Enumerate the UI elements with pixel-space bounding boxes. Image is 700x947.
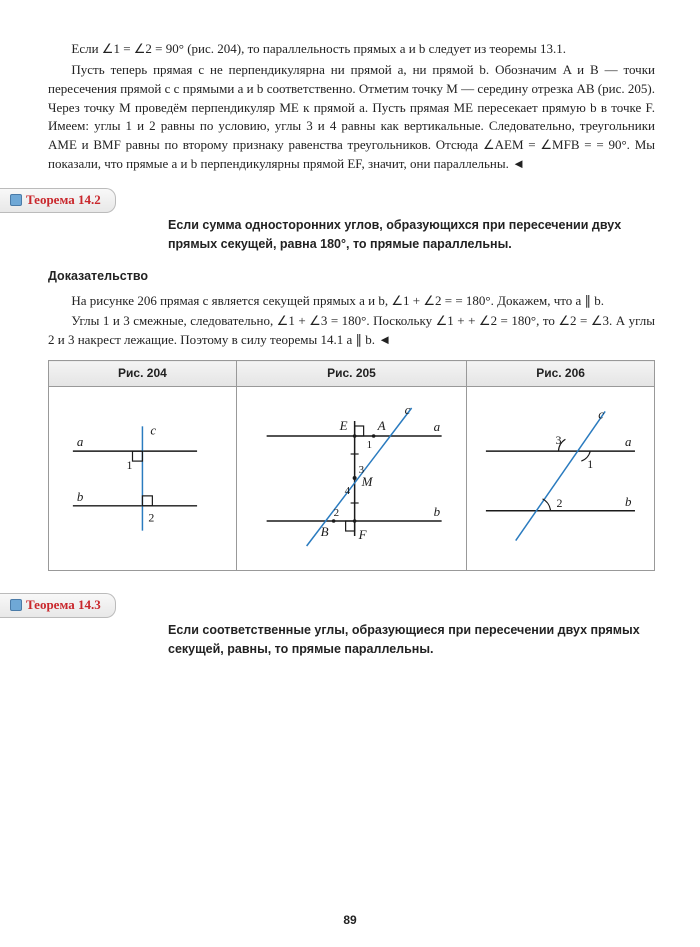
svg-text:b: b: [625, 494, 632, 509]
fig-205-diagram: a b c A B E F M 1 2 3 4: [241, 396, 462, 556]
svg-text:c: c: [598, 406, 604, 421]
theorem-14-3-tab: Теорема 14.3: [0, 593, 655, 615]
theorem-14-2-tab: Теорема 14.2: [0, 188, 655, 210]
page: Если ∠1 = ∠2 = 90° (рис. 204), то паралл…: [0, 0, 700, 947]
theorem-label-text: Теорема 14.3: [26, 597, 101, 612]
svg-text:F: F: [357, 527, 367, 542]
svg-text:a: a: [77, 434, 83, 449]
svg-text:c: c: [150, 422, 156, 437]
svg-text:M: M: [360, 474, 373, 489]
svg-text:c: c: [404, 402, 410, 417]
paragraph-4: Углы 1 и 3 смежные, следовательно, ∠1 + …: [48, 312, 655, 350]
svg-text:2: 2: [557, 496, 563, 510]
svg-text:1: 1: [366, 439, 372, 451]
svg-text:2: 2: [148, 511, 154, 525]
paragraph-3: На рисунке 206 прямая c является секущей…: [48, 292, 655, 311]
theorem-14-3-label: Теорема 14.3: [0, 593, 116, 618]
theorem-14-2-body: Если сумма односторонних углов, образующ…: [168, 216, 655, 254]
svg-text:A: A: [376, 418, 385, 433]
proof-heading: Доказательство: [48, 267, 655, 285]
svg-text:a: a: [433, 419, 440, 434]
paragraph-2: Пусть теперь прямая c не перпендикулярна…: [48, 61, 655, 174]
svg-text:b: b: [433, 504, 440, 519]
fig-204-header: Рис. 204: [49, 361, 237, 387]
svg-text:3: 3: [556, 433, 562, 447]
svg-text:1: 1: [127, 458, 133, 472]
svg-text:E: E: [338, 418, 347, 433]
fig-204-cell: a b c 1 2: [49, 387, 237, 571]
fig-206-cell: a b c 1 2 3: [467, 387, 655, 571]
fig-206-diagram: a b c 1 2 3: [471, 396, 650, 556]
theorem-14-2-label: Теорема 14.2: [0, 188, 116, 213]
figure-table: Рис. 204 Рис. 205 Рис. 206 a: [48, 360, 655, 571]
fig-205-cell: a b c A B E F M 1 2 3 4: [236, 387, 466, 571]
page-number: 89: [0, 912, 700, 929]
bookmark-icon: [10, 194, 22, 206]
theorem-14-3-body: Если соответственные углы, образующиеся …: [168, 621, 655, 659]
svg-text:a: a: [625, 434, 631, 449]
svg-text:2: 2: [333, 507, 339, 519]
paragraph-1: Если ∠1 = ∠2 = 90° (рис. 204), то паралл…: [48, 40, 655, 59]
fig-204-diagram: a b c 1 2: [53, 396, 232, 556]
fig-206-header: Рис. 206: [467, 361, 655, 387]
svg-text:B: B: [320, 524, 328, 539]
bookmark-icon: [10, 599, 22, 611]
fig-205-header: Рис. 205: [236, 361, 466, 387]
svg-text:1: 1: [587, 457, 593, 471]
svg-text:4: 4: [344, 485, 350, 497]
svg-text:b: b: [77, 489, 84, 504]
svg-text:3: 3: [358, 464, 364, 476]
theorem-label-text: Теорема 14.2: [26, 192, 101, 207]
